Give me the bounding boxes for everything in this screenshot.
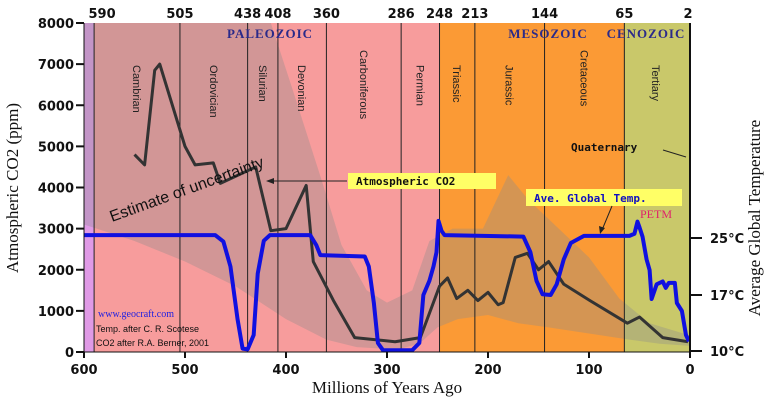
period-label: Tertiary (649, 65, 661, 102)
period-label: Cambrian (130, 65, 142, 113)
top-tick-label: 65 (615, 7, 633, 22)
y2-tick-label: 25°C (710, 232, 744, 247)
y-tick-label: 0 (65, 346, 74, 361)
y2-tick-label: 17°C (710, 289, 744, 304)
series-lines (84, 62, 691, 353)
period-label: Carboniferous (357, 50, 369, 120)
x-tick-label: 200 (474, 363, 501, 378)
era-labels: PALEOZOIC MESOZOIC CENOZOIC (227, 26, 686, 41)
y-tick-label: 4000 (38, 182, 74, 197)
period-label: Jurassic (503, 65, 515, 106)
x-tick-label: 600 (70, 363, 97, 378)
website-credit: www.geocraft.com (98, 309, 174, 320)
x-tick-label: 300 (373, 363, 400, 378)
period-labels: Cambrian Ordovician Silurian Devonian Carbon… (130, 50, 661, 120)
period-label: Silurian (256, 65, 268, 102)
top-tick-label: 360 (313, 7, 340, 22)
top-tick-label: 408 (264, 7, 291, 22)
top-tick-label: 2 (683, 7, 692, 22)
era-background-cenozoic (624, 23, 690, 352)
era-label: CENOZOIC (607, 26, 686, 41)
top-tick-label: 590 (89, 7, 116, 22)
x-tick-label: 400 (272, 363, 299, 378)
period-label: Permian (413, 65, 425, 106)
co2-credit: CO2 after R.A. Berner, 2001 (96, 338, 209, 348)
y-axis-title: Atmospheric CO2 (ppm) (3, 103, 22, 273)
top-tick-label: 248 (426, 7, 453, 22)
period-label: Cretaceous (577, 50, 589, 107)
y2-axis-title: Average Global Temperature (745, 120, 764, 316)
quaternary-label: Quaternary (571, 141, 638, 154)
temperature-line (84, 218, 691, 353)
co2-arrowhead (266, 178, 274, 184)
quaternary-arrow (662, 149, 687, 158)
period-label: Triassic (450, 65, 462, 103)
x-axis-title: Millions of Years Ago (312, 378, 462, 397)
y-tick-label: 2000 (38, 264, 74, 279)
top-tick-label: 286 (388, 7, 415, 22)
y-tick-label: 7000 (38, 58, 74, 73)
period-label: Devonian (295, 65, 307, 111)
x-tick-label: 0 (685, 363, 694, 378)
y-tick-label: 1000 (38, 305, 74, 320)
temp-credit: Temp. after C. R. Scotese (96, 324, 199, 334)
y-tick-label: 3000 (38, 223, 74, 238)
era-label: PALEOZOIC (227, 26, 313, 41)
era-label: MESOZOIC (508, 26, 588, 41)
y-tick-label: 5000 (38, 140, 74, 155)
y-tick-label: 8000 (38, 17, 74, 32)
top-tick-label: 438 (234, 7, 261, 22)
temp-label: Ave. Global Temp. (534, 192, 647, 205)
period-label: Ordovician (207, 65, 219, 118)
x-tick-label: 500 (171, 363, 198, 378)
temp-label-box (526, 189, 682, 206)
co2-line (133, 62, 689, 344)
top-tick-label: 144 (531, 7, 558, 22)
y-tick-label: 6000 (38, 99, 74, 114)
co2-label-box (348, 173, 496, 189)
temp-arrowhead (599, 226, 605, 234)
precambrian-background (84, 23, 95, 352)
x-tick-label: 100 (575, 363, 602, 378)
top-tick-label: 505 (166, 7, 193, 22)
temp-arrow (601, 205, 613, 231)
period-backgrounds (84, 23, 690, 352)
y2-tick-label: 10°C (710, 345, 744, 360)
top-tick-label: 213 (461, 7, 488, 22)
co2-label: Atmospheric CO2 (356, 175, 455, 188)
petm-label: PETM (640, 207, 672, 221)
